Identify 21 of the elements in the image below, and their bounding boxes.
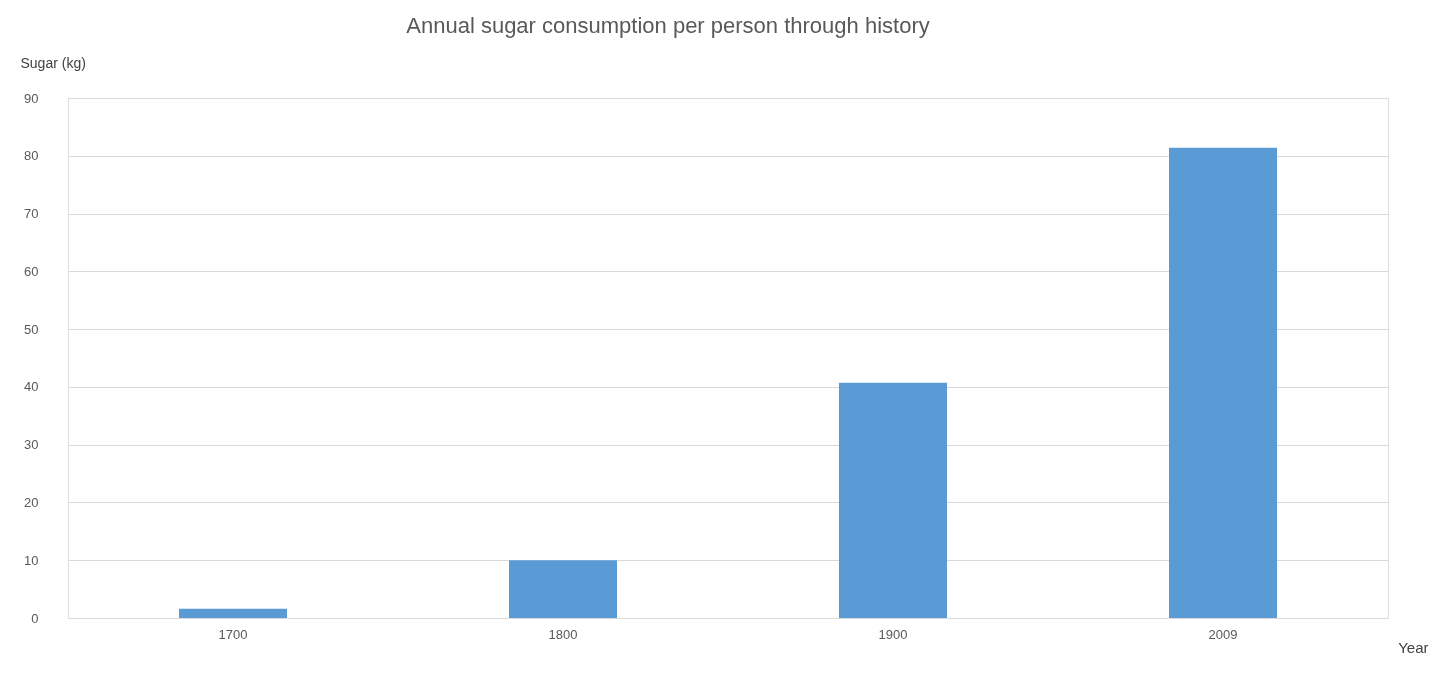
chart-title: Annual sugar consumption per person through history — [406, 13, 930, 38]
x-tick-label: 1800 — [548, 626, 578, 642]
bar — [179, 608, 287, 618]
y-tick-label: 0 — [31, 610, 39, 626]
x-tick-label: 1900 — [878, 626, 908, 642]
y-tick-label: 90 — [24, 90, 39, 106]
bar — [1169, 147, 1277, 618]
y-axis-title: Sugar (kg) — [20, 54, 86, 71]
bar — [509, 560, 617, 618]
x-axis-title: Year — [1398, 638, 1429, 656]
y-tick-label: 10 — [24, 552, 39, 568]
y-tick-label: 80 — [24, 148, 39, 164]
y-tick-label: 60 — [24, 263, 39, 279]
x-tick-label: 1700 — [218, 626, 248, 642]
x-tick-label: 2009 — [1208, 626, 1238, 642]
y-tick-label: 70 — [24, 206, 39, 222]
y-tick-label: 30 — [24, 437, 39, 453]
bar — [839, 382, 947, 618]
y-tick-label: 20 — [24, 494, 39, 510]
y-tick-label: 40 — [24, 379, 39, 395]
y-tick-label: 50 — [24, 321, 39, 337]
